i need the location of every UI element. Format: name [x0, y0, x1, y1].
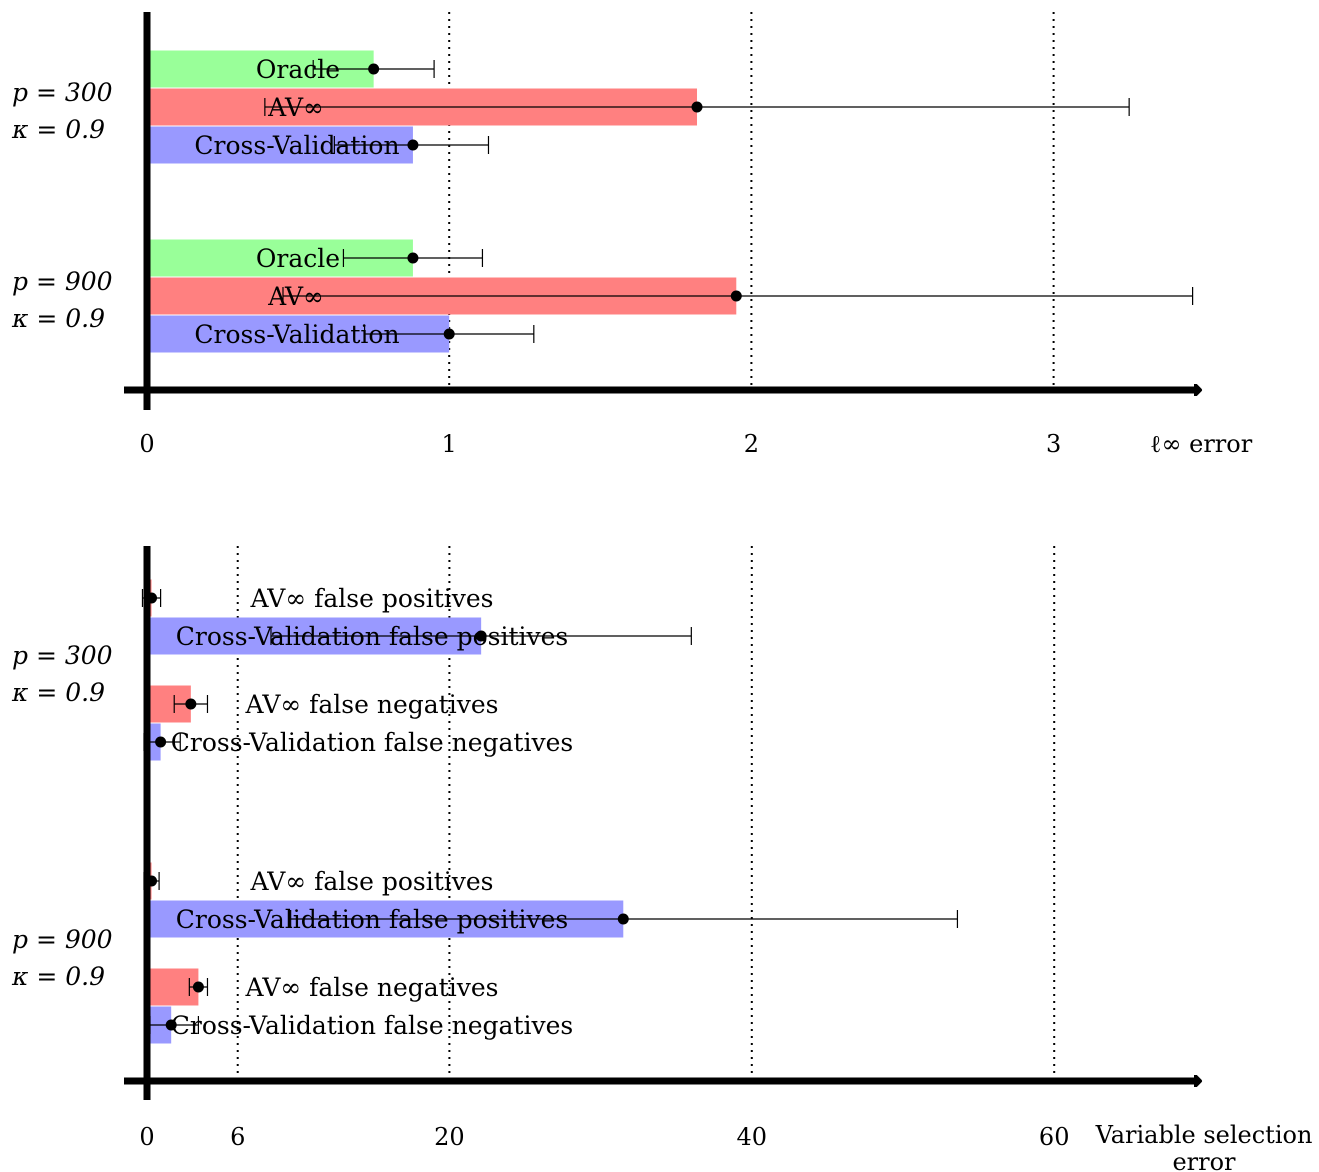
x-tick-label: 0	[139, 430, 154, 458]
mean-point	[185, 698, 197, 710]
variable-selection-error-chart: AV∞ false positives Cross-Validation fals…	[11, 546, 1312, 1172]
x-tick-label: 0	[139, 1123, 154, 1151]
x-tick-label: 3	[1046, 430, 1061, 458]
mean-point	[691, 101, 703, 113]
x-tick-label: 6	[230, 1123, 245, 1151]
mean-point	[407, 139, 419, 151]
mean-point	[443, 328, 455, 340]
group-label-p: p = 900	[12, 925, 113, 954]
bar-label-cross-validation-false-negatives: Cross-Validation false negatives	[171, 728, 573, 757]
group-label-kappa: κ = 0.9	[11, 304, 105, 333]
mean-point	[475, 630, 487, 642]
x-tick-label: 60	[1039, 1123, 1070, 1151]
group-label-p: p = 300	[12, 78, 113, 107]
bar-label-avinf-false-negatives: AV∞ false negatives	[245, 690, 499, 719]
mean-point	[407, 252, 419, 264]
mean-point	[730, 290, 742, 302]
x-axis-title: ℓ∞ error	[1150, 430, 1253, 458]
bar-label-cross-validation-false-negatives: Cross-Validation false negatives	[171, 1011, 573, 1040]
group-label-kappa: κ = 0.9	[11, 962, 105, 991]
mean-point	[155, 736, 167, 748]
mean-point	[165, 1019, 177, 1031]
bar-label-oracle: Oracle	[256, 244, 340, 273]
group-label-kappa: κ = 0.9	[11, 115, 105, 144]
bar-label-avinf-false-positives: AV∞ false positives	[249, 584, 493, 613]
bar-label-avinf-false-positives: AV∞ false positives	[249, 867, 493, 896]
group-label-p: p = 900	[12, 267, 113, 296]
x-tick-label: 40	[737, 1123, 768, 1151]
x-tick-label: 1	[442, 430, 457, 458]
x-axis-title-line1: Variable selection	[1095, 1121, 1313, 1149]
group-label-p: p = 300	[12, 641, 113, 670]
mean-point	[617, 913, 629, 925]
x-tick-label: 2	[744, 430, 759, 458]
bar-label-avinf-false-negatives: AV∞ false negatives	[245, 973, 499, 1002]
mean-point	[192, 981, 204, 993]
x-axis-title-line2: error	[1172, 1148, 1236, 1172]
x-tick-label: 20	[434, 1123, 465, 1151]
group-label-kappa: κ = 0.9	[11, 678, 105, 707]
mean-point	[368, 63, 380, 75]
